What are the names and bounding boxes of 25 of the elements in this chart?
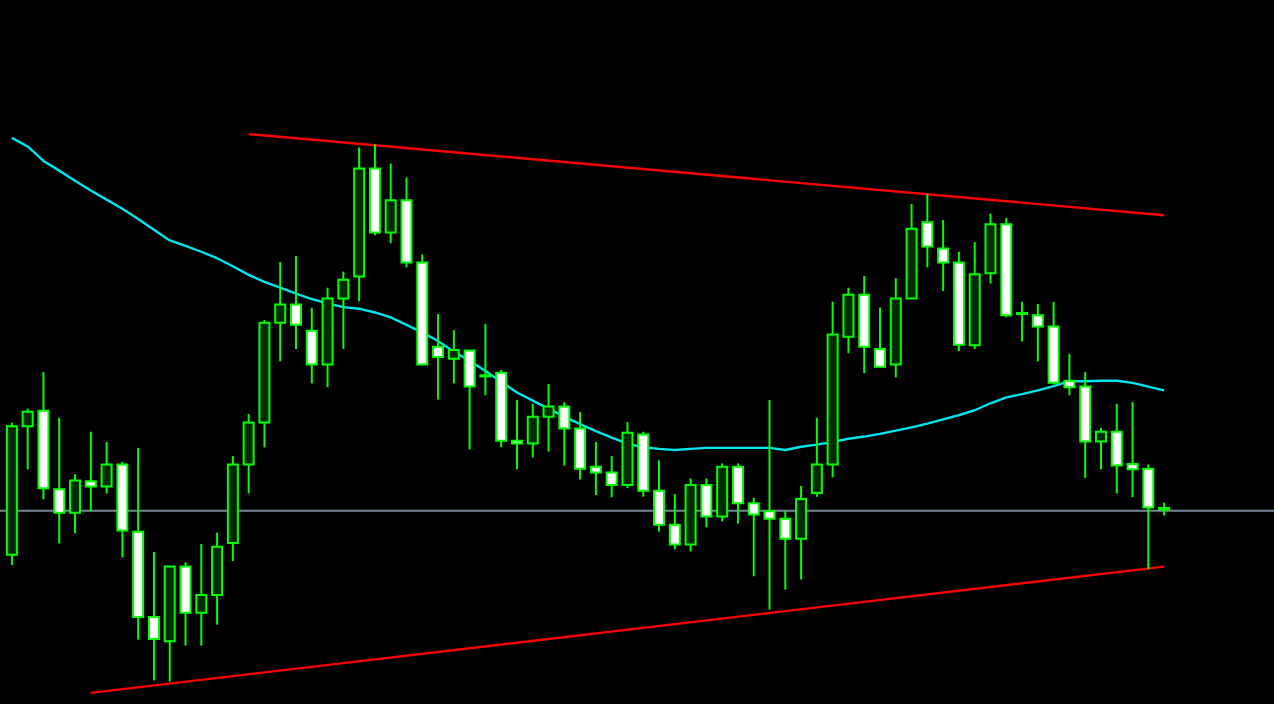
- candlestick: [574, 410, 587, 481]
- candlestick: [1110, 402, 1123, 495]
- candlestick: [653, 459, 666, 533]
- candlestick: [432, 313, 445, 401]
- candlestick: [447, 329, 460, 385]
- candlestick: [668, 493, 681, 551]
- candlestick: [731, 462, 744, 525]
- candlestick: [795, 484, 808, 581]
- candlestick: [589, 440, 602, 497]
- candlestick: [147, 551, 160, 682]
- candlestick: [290, 255, 302, 350]
- candlestick: [84, 430, 97, 513]
- candlestick: [274, 260, 287, 363]
- candlestick: [305, 306, 318, 385]
- candlestick: [810, 416, 823, 498]
- candlestick: [937, 219, 950, 292]
- candlestick: [874, 306, 886, 368]
- candlestick: [69, 473, 82, 535]
- candlestick: [1094, 426, 1107, 471]
- candlestick: [1016, 300, 1029, 343]
- candlestick: [747, 496, 760, 578]
- candlestick: [53, 416, 66, 545]
- candlestick: [1031, 302, 1044, 363]
- candlestick: [510, 399, 523, 471]
- candlestick: [526, 402, 539, 459]
